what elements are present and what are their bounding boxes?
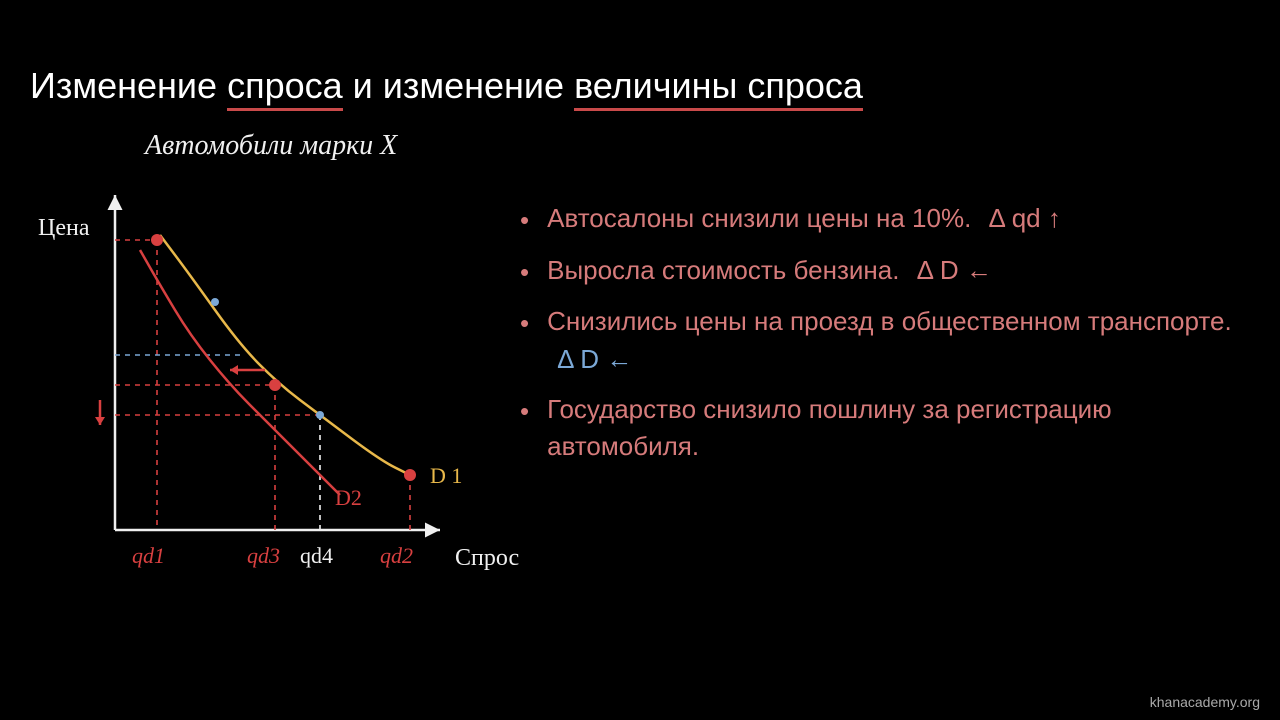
footer-attribution: khanacademy.org — [1150, 694, 1260, 710]
bullet-annotation: Δ D ← — [557, 344, 632, 374]
title-middle: и изменение — [343, 65, 574, 106]
bullet-text: Государство снизило пошлину за регистрац… — [547, 394, 1112, 462]
title-underlined-1: спроса — [227, 65, 343, 111]
x-tick-label: qd1 — [132, 543, 165, 569]
title-prefix: Изменение — [30, 65, 227, 106]
bullet-content: Выросла стоимость бензина. Δ D ← — [547, 252, 992, 290]
bullet-text: Выросла стоимость бензина. — [547, 255, 899, 285]
x-tick-label: qd3 — [247, 543, 280, 569]
bullet-item: • Снизились цены на проезд в общественном… — [520, 303, 1240, 378]
bullet-dot-icon: • — [520, 202, 529, 240]
chart-subtitle: Автомобили марки Х — [145, 130, 397, 162]
bullet-dot-icon: • — [520, 305, 529, 343]
title-underlined-2: величины спроса — [574, 65, 863, 111]
bullet-annotation: Δ D ← — [909, 255, 991, 285]
bullet-annotation: Δ qd ↑ — [981, 203, 1061, 233]
curve-label-d1: D 1 — [430, 463, 462, 489]
bullet-dot-icon: • — [520, 254, 529, 292]
x-axis-label: Спрос — [455, 545, 519, 572]
chart-svg — [40, 185, 480, 605]
bullet-item: • Государство снизило пошлину за регистра… — [520, 391, 1240, 466]
bullet-text: Автосалоны снизили цены на 10%. — [547, 203, 971, 233]
bullet-text: Снизились цены на проезд в общественном … — [547, 306, 1232, 336]
x-tick-label: qd2 — [380, 543, 413, 569]
bullet-content: Снизились цены на проезд в общественном … — [547, 303, 1240, 378]
y-axis-label: Цена — [38, 215, 89, 242]
bullet-item: • Автосалоны снизили цены на 10%. Δ qd ↑ — [520, 200, 1240, 240]
page-title: Изменение спроса и изменение величины сп… — [30, 65, 863, 107]
bullet-dot-icon: • — [520, 393, 529, 431]
demand-chart: Цена Спрос D 1D2 qd1qd3qd4qd2 — [40, 185, 480, 605]
bullet-content: Автосалоны снизили цены на 10%. Δ qd ↑ — [547, 200, 1061, 238]
bullet-list: •Автосалоны снизили цены на 10%. Δ qd ↑•… — [520, 200, 1240, 478]
bullet-content: Государство снизило пошлину за регистрац… — [547, 391, 1240, 466]
x-tick-label: qd4 — [300, 543, 333, 569]
curve-label-d2: D2 — [335, 485, 362, 511]
bullet-item: • Выросла стоимость бензина. Δ D ← — [520, 252, 1240, 292]
